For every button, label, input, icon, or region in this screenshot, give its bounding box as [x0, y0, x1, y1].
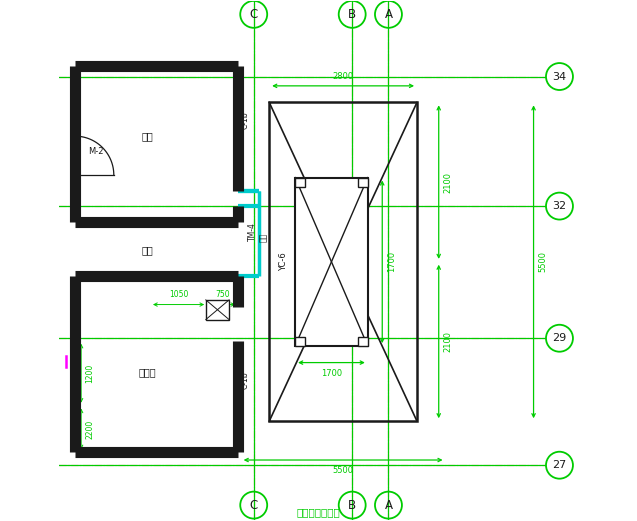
Text: 厨房: 厨房 [141, 131, 154, 141]
Text: YC-6: YC-6 [278, 252, 287, 271]
Text: 34: 34 [552, 71, 566, 81]
Text: 1700: 1700 [387, 251, 396, 272]
Text: 1050: 1050 [169, 290, 189, 300]
Text: 180: 180 [343, 251, 356, 257]
Text: 1200: 1200 [85, 363, 94, 382]
Text: 1700: 1700 [321, 369, 342, 378]
Text: 主卧室: 主卧室 [139, 367, 156, 377]
Bar [295, 178, 368, 346]
Text: C-1b: C-1b [240, 112, 250, 129]
Text: A: A [385, 499, 392, 512]
Text: 32: 32 [552, 201, 566, 211]
Text: A: A [385, 8, 392, 21]
Text: 2200: 2200 [85, 419, 94, 439]
Text: TM-4: TM-4 [248, 222, 257, 241]
Text: 塔吊平面布置图: 塔吊平面布置图 [297, 507, 340, 517]
Bar [295, 337, 304, 346]
Bar [359, 337, 368, 346]
Text: C: C [250, 499, 258, 512]
Text: 27: 27 [552, 460, 566, 470]
Text: 阳台: 阳台 [259, 232, 268, 242]
Text: 29: 29 [552, 333, 566, 343]
Text: 750: 750 [215, 290, 230, 300]
Text: M-2: M-2 [88, 147, 103, 156]
Text: 220: 220 [306, 251, 320, 257]
Text: 2100: 2100 [443, 171, 452, 193]
Text: B: B [348, 499, 356, 512]
Text: C-1b: C-1b [240, 371, 250, 389]
Bar [295, 178, 304, 187]
Bar [269, 103, 417, 421]
Text: B: B [348, 8, 356, 21]
Bar [359, 178, 368, 187]
Bar [206, 300, 229, 319]
Text: 5500: 5500 [333, 466, 354, 475]
Text: 5500: 5500 [539, 251, 548, 272]
Text: 客厅: 客厅 [141, 245, 154, 255]
Text: 2800: 2800 [333, 72, 354, 81]
Text: C: C [250, 8, 258, 21]
Text: 2100: 2100 [443, 331, 452, 352]
